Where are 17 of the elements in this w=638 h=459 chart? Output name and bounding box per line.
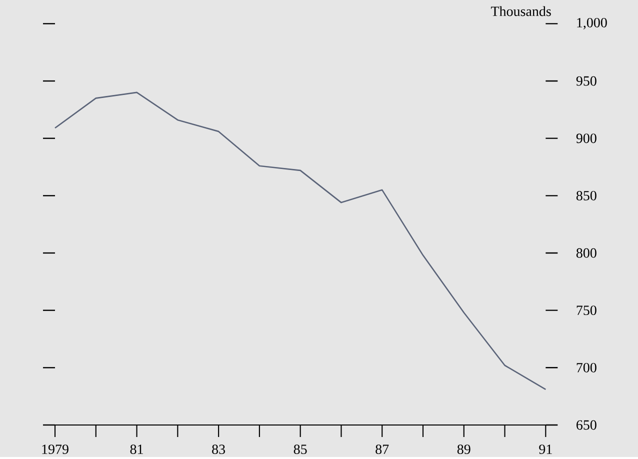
y-tick-label: 700 bbox=[576, 363, 596, 373]
y-tick-label: 800 bbox=[576, 248, 596, 258]
y-tick-label: 950 bbox=[576, 76, 596, 86]
x-tick-label: 83 bbox=[212, 444, 226, 454]
y-tick-label: 750 bbox=[576, 306, 596, 316]
y-tick-label: 1,000 bbox=[577, 18, 607, 30]
line-series bbox=[54, 92, 546, 390]
x-tick-label: 81 bbox=[130, 444, 143, 454]
x-tick-label: 91 bbox=[539, 444, 552, 454]
y-tick-label: 900 bbox=[576, 134, 596, 144]
y-tick-label: 850 bbox=[576, 191, 596, 201]
x-tick-label: 89 bbox=[457, 444, 470, 454]
x-tick-label: 87 bbox=[376, 444, 389, 454]
y-axis-title: Thousands bbox=[490, 6, 551, 16]
x-tick-label: 85 bbox=[294, 444, 307, 454]
y-tick-label: 650 bbox=[576, 420, 596, 430]
x-tick-label: 1979 bbox=[42, 444, 68, 454]
